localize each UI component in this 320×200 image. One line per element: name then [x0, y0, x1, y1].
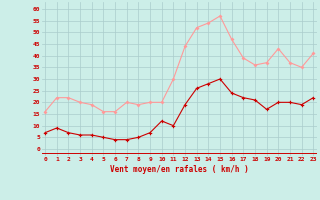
X-axis label: Vent moyen/en rafales ( km/h ): Vent moyen/en rafales ( km/h ) [110, 165, 249, 174]
